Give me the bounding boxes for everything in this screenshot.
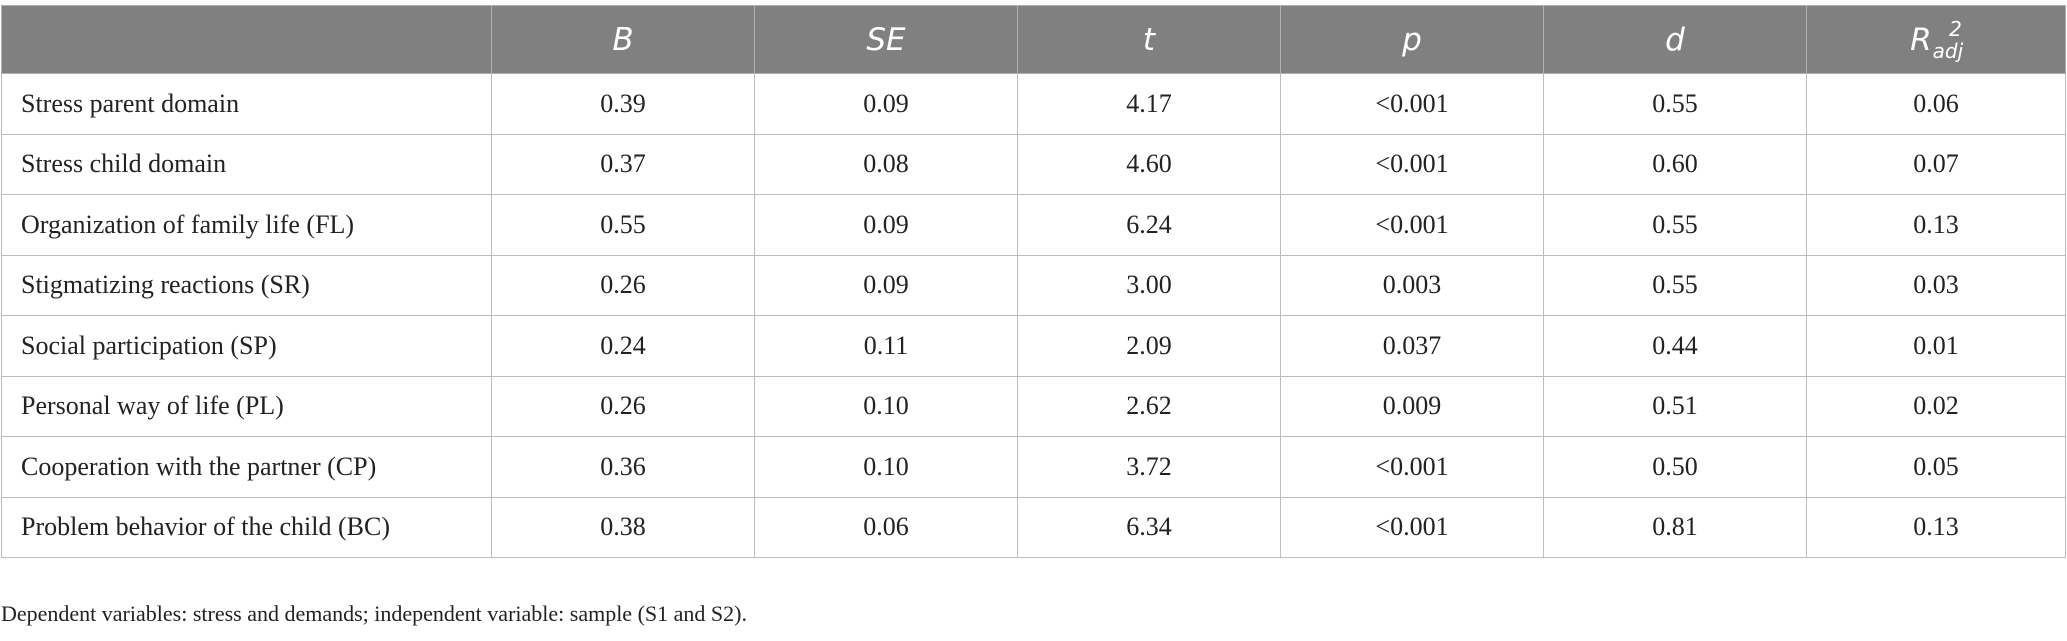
header-b: B bbox=[491, 5, 755, 74]
header-r2-subscript: adj bbox=[1932, 38, 1964, 63]
row-label: Problem behavior of the child (BC) bbox=[1, 496, 492, 558]
header-row: B SE t p d Radj2 bbox=[1, 5, 2066, 74]
cell-t: 6.34 bbox=[1017, 496, 1281, 558]
cell-t: 3.72 bbox=[1017, 436, 1281, 498]
cell-p: 0.009 bbox=[1280, 375, 1544, 437]
row-label: Stress parent domain bbox=[1, 73, 492, 135]
cell-p: 0.003 bbox=[1280, 254, 1544, 316]
cell-r2-adj: 0.06 bbox=[1806, 73, 2066, 135]
cell-se: 0.10 bbox=[754, 375, 1018, 437]
row-label: Organization of family life (FL) bbox=[1, 194, 492, 256]
header-d: d bbox=[1543, 5, 1807, 74]
row-label: Stigmatizing reactions (SR) bbox=[1, 254, 492, 316]
cell-t: 6.24 bbox=[1017, 194, 1281, 256]
cell-b: 0.26 bbox=[491, 254, 755, 316]
cell-p: 0.037 bbox=[1280, 315, 1544, 377]
cell-d: 0.60 bbox=[1543, 133, 1807, 195]
cell-d: 0.51 bbox=[1543, 375, 1807, 437]
cell-t: 2.09 bbox=[1017, 315, 1281, 377]
table-body: Stress parent domain 0.39 0.09 4.17 <0.001 0.… bbox=[1, 73, 2066, 558]
row-label: Personal way of life (PL) bbox=[1, 375, 492, 437]
cell-r2-adj: 0.05 bbox=[1806, 436, 2066, 498]
table-row: Personal way of life (PL) 0.26 0.10 2.62 0.0… bbox=[1, 375, 2066, 437]
cell-b: 0.24 bbox=[491, 315, 755, 377]
cell-b: 0.36 bbox=[491, 436, 755, 498]
row-label: Cooperation with the partner (CP) bbox=[1, 436, 492, 498]
cell-b: 0.26 bbox=[491, 375, 755, 437]
cell-r2-adj: 0.13 bbox=[1806, 194, 2066, 256]
cell-p: <0.001 bbox=[1280, 194, 1544, 256]
cell-p: <0.001 bbox=[1280, 73, 1544, 135]
table-row: Stress parent domain 0.39 0.09 4.17 <0.001 0.… bbox=[1, 73, 2066, 135]
header-r2-adj: Radj2 bbox=[1806, 5, 2066, 74]
cell-d: 0.81 bbox=[1543, 496, 1807, 558]
cell-r2-adj: 0.07 bbox=[1806, 133, 2066, 195]
cell-se: 0.11 bbox=[754, 315, 1018, 377]
cell-se: 0.09 bbox=[754, 194, 1018, 256]
cell-d: 0.44 bbox=[1543, 315, 1807, 377]
cell-r2-adj: 0.13 bbox=[1806, 496, 2066, 558]
cell-r2-adj: 0.03 bbox=[1806, 254, 2066, 316]
cell-t: 2.62 bbox=[1017, 375, 1281, 437]
header-t: t bbox=[1017, 5, 1281, 74]
cell-se: 0.10 bbox=[754, 436, 1018, 498]
cell-d: 0.50 bbox=[1543, 436, 1807, 498]
cell-p: <0.001 bbox=[1280, 436, 1544, 498]
table-row: Stress child domain 0.37 0.08 4.60 <0.001 0.6… bbox=[1, 133, 2066, 195]
regression-table: B SE t p d Radj2 Stress parent domain 0.3… bbox=[1, 5, 2066, 558]
cell-se: 0.09 bbox=[754, 254, 1018, 316]
cell-b: 0.39 bbox=[491, 73, 755, 135]
cell-t: 4.17 bbox=[1017, 73, 1281, 135]
cell-d: 0.55 bbox=[1543, 73, 1807, 135]
cell-t: 4.60 bbox=[1017, 133, 1281, 195]
cell-b: 0.55 bbox=[491, 194, 755, 256]
header-p: p bbox=[1280, 5, 1544, 74]
table-row: Cooperation with the partner (CP) 0.36 0.1… bbox=[1, 436, 2066, 498]
header-r2-superscript: 2 bbox=[1949, 16, 1962, 41]
row-label: Stress child domain bbox=[1, 133, 492, 195]
header-r2-letter: R bbox=[1910, 21, 1932, 58]
cell-r2-adj: 0.01 bbox=[1806, 315, 2066, 377]
row-label: Social participation (SP) bbox=[1, 315, 492, 377]
table-row: Social participation (SP) 0.24 0.11 2.09 0.0… bbox=[1, 315, 2066, 377]
cell-p: <0.001 bbox=[1280, 496, 1544, 558]
header-se: SE bbox=[754, 5, 1018, 74]
table-row: Stigmatizing reactions (SR) 0.26 0.09 3.00 0… bbox=[1, 254, 2066, 316]
cell-se: 0.09 bbox=[754, 73, 1018, 135]
cell-b: 0.38 bbox=[491, 496, 755, 558]
table-footnote: Dependent variables: stress and demands;… bbox=[1, 601, 747, 626]
cell-r2-adj: 0.02 bbox=[1806, 375, 2066, 437]
table-row: Organization of family life (FL) 0.55 0.09… bbox=[1, 194, 2066, 256]
cell-b: 0.37 bbox=[491, 133, 755, 195]
cell-d: 0.55 bbox=[1543, 194, 1807, 256]
cell-se: 0.08 bbox=[754, 133, 1018, 195]
cell-d: 0.55 bbox=[1543, 254, 1807, 316]
header-label-cell bbox=[1, 5, 492, 74]
cell-p: <0.001 bbox=[1280, 133, 1544, 195]
table-row: Problem behavior of the child (BC) 0.38 0.… bbox=[1, 496, 2066, 558]
cell-t: 3.00 bbox=[1017, 254, 1281, 316]
cell-se: 0.06 bbox=[754, 496, 1018, 558]
